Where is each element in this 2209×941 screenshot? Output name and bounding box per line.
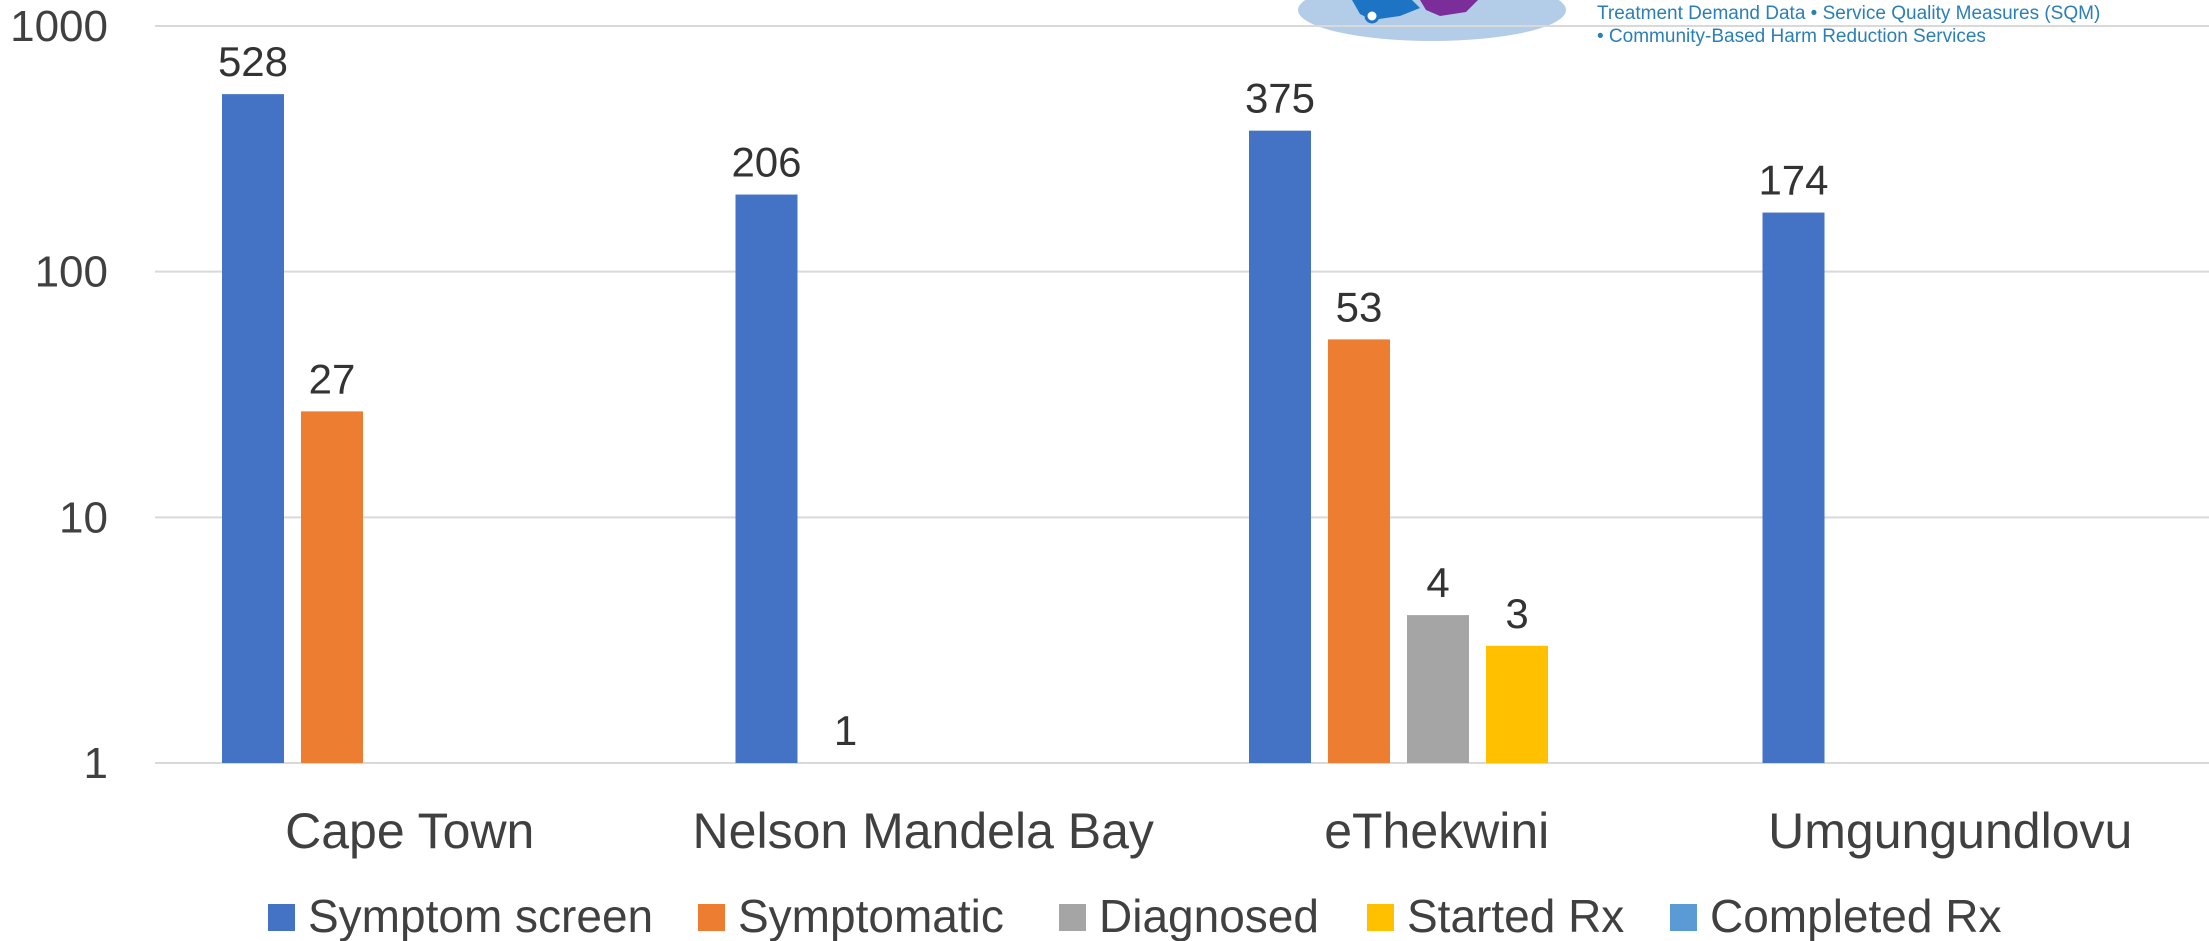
bar [222, 94, 284, 764]
y-tick-label: 100 [35, 248, 108, 297]
legend-item: Symptomatic [698, 890, 1004, 941]
legend-label: Diagnosed [1099, 890, 1319, 941]
bar [1762, 212, 1825, 764]
category-label: Umgungundlovu [1768, 803, 2132, 859]
category-label: eThekwini [1324, 803, 1549, 859]
legend-item: Symptom screen [268, 890, 653, 941]
y-tick-label: 1 [84, 739, 108, 788]
logo-map-shape-purple [1420, 0, 1478, 16]
data-label: 53 [1336, 283, 1383, 330]
data-label: 375 [1245, 75, 1315, 122]
data-label: 27 [309, 355, 356, 402]
legend-label: Started Rx [1407, 890, 1624, 941]
data-label: 206 [731, 139, 801, 186]
legend-swatch [698, 904, 725, 931]
bar [1328, 339, 1390, 763]
legend-item: Diagnosed [1059, 890, 1319, 941]
category-label: Cape Town [285, 803, 534, 859]
data-label: 174 [1758, 157, 1828, 204]
logo-text-line2: • Community-Based Harm Reduction Service… [1597, 26, 1986, 47]
legend-swatch [1367, 904, 1394, 931]
y-axis-ticks: 1 10 100 1000 [10, 2, 108, 788]
legend-item: Started Rx [1367, 890, 1624, 941]
data-labels: 528 27 206 1 375 53 4 3 174 [218, 38, 1829, 754]
bar [735, 194, 798, 764]
legend-label: Symptom screen [308, 890, 653, 941]
bar [1407, 615, 1469, 763]
legend-label: Completed Rx [1710, 890, 2001, 941]
legend-swatch [268, 904, 295, 931]
bars [222, 94, 1825, 764]
logo-map-dot [1364, 8, 1380, 24]
legend-label: Symptomatic [738, 890, 1004, 941]
bar [1486, 645, 1548, 763]
data-label: 4 [1426, 559, 1449, 606]
legend-item: Completed Rx [1670, 890, 2001, 941]
legend: Symptom screen Symptomatic Diagnosed Starte… [268, 890, 2001, 941]
gridlines [155, 25, 2209, 764]
legend-swatch [1670, 904, 1697, 931]
y-tick-label: 10 [59, 493, 108, 542]
category-label: Nelson Mandela Bay [693, 803, 1154, 859]
legend-swatch [1059, 904, 1086, 931]
data-label: 528 [218, 38, 288, 85]
data-label: 1 [834, 707, 857, 754]
x-axis-categories: Cape Town Nelson Mandela Bay eThekwini Umgu… [285, 803, 2132, 859]
logo: Treatment Demand Data • Service Quality … [1298, 0, 2100, 47]
y-tick-label: 1000 [10, 2, 108, 51]
bar [301, 411, 363, 763]
bar [1249, 130, 1311, 764]
data-label: 3 [1505, 590, 1528, 637]
logo-text-line1: Treatment Demand Data • Service Quality … [1597, 3, 2100, 24]
